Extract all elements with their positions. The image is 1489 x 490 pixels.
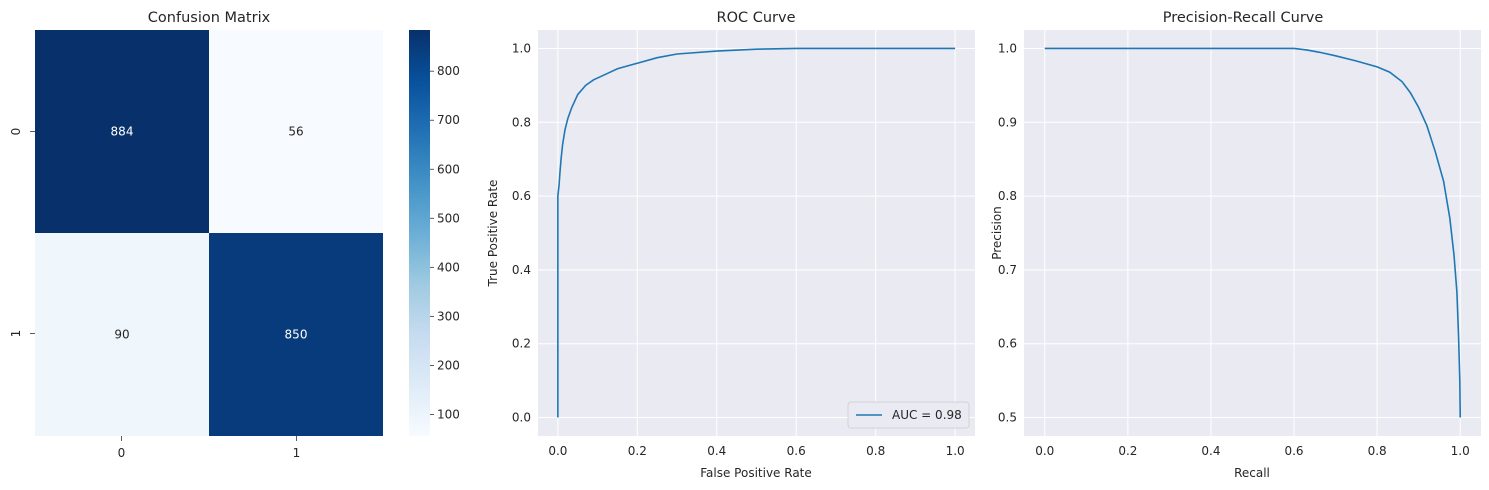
pr-y-tick-0: 0.5 [998,411,1017,425]
heatmap-cell-label-0-1: 56 [288,125,303,139]
pr-x-axis-label: Recall [1234,466,1270,480]
pr-panel: Precision-Recall Curve 0.0 0.2 0.4 0.6 0.8 1.… [990,10,1481,480]
roc-y-tick-2: 0.4 [512,263,531,277]
heatmap-cell-label-0-0: 884 [111,125,134,139]
pr-plot-area [1024,30,1481,436]
roc-grid [538,30,975,436]
colorbar-tick-label-5: 600 [437,162,460,176]
pr-x-tick-0: 0.0 [1035,444,1054,458]
pr-y-tick-2: 0.7 [998,263,1017,277]
roc-y-tick-4: 0.8 [512,115,531,129]
confusion-matrix-panel: Confusion Matrix 884 56 90 850 0 1 0 1 100 2… [9,10,460,460]
roc-y-axis-label: True Positive Rate [486,180,500,288]
roc-title: ROC Curve [717,10,796,26]
heatmap-y-tick-1: 1 [9,330,23,338]
roc-x-tick-5: 1.0 [946,444,965,458]
heatmap-x-tick-0: 0 [118,446,126,460]
colorbar-tick-label-4: 500 [437,211,460,225]
roc-x-axis-label: False Positive Rate [700,466,812,480]
roc-legend: AUC = 0.98 [847,401,970,429]
roc-x-tick-2: 0.4 [707,444,726,458]
heatmap-cell-0-1 [209,30,383,233]
colorbar-tick-label-2: 300 [437,309,460,323]
pr-y-tick-3: 0.8 [998,189,1017,203]
roc-x-tick-0: 0.0 [548,444,567,458]
roc-y-tick-3: 0.6 [512,189,531,203]
pr-x-tick-1: 0.2 [1118,444,1137,458]
colorbar-tick-label-1: 200 [437,358,460,372]
heatmap-cell-1-1 [209,233,383,436]
pr-y-axis-label: Precision [990,206,1004,260]
pr-y-tick-4: 0.9 [998,115,1017,129]
roc-plot-area [538,30,975,436]
roc-curve-line [557,47,956,418]
pr-ticks: 0.0 0.2 0.4 0.6 0.8 1.0 0.5 0.6 0.7 0.8 0.9 1.0 [998,41,1470,458]
colorbar [409,30,430,436]
pr-x-tick-3: 0.6 [1284,444,1303,458]
colorbar-tick-label-7: 800 [437,64,460,78]
colorbar-ticks: 100 200 300 400 500 600 700 800 [430,64,460,421]
heatmap-y-tick-0: 0 [9,128,23,136]
heatmap-cell-labels: 884 56 90 850 [111,125,308,342]
roc-legend-box [847,401,970,429]
pr-y-tick-5: 1.0 [998,41,1017,55]
pr-x-tick-5: 1.0 [1451,444,1470,458]
heatmap-cell-label-1-1: 850 [285,328,308,342]
heatmap-cell-1-0 [35,233,209,436]
roc-x-tick-1: 0.2 [628,444,647,458]
heatmap-cell-label-1-0: 90 [114,328,129,342]
pr-title: Precision-Recall Curve [1163,10,1324,26]
colorbar-tick-label-0: 100 [437,407,460,421]
pr-x-tick-2: 0.4 [1201,444,1220,458]
roc-y-tick-0: 0.0 [512,411,531,425]
roc-x-tick-4: 0.8 [866,444,885,458]
pr-y-tick-1: 0.6 [998,337,1017,351]
heatmap-cells [35,30,383,436]
roc-legend-label: AUC = 0.98 [892,408,962,422]
roc-y-tick-1: 0.2 [512,337,531,351]
pr-x-tick-4: 0.8 [1368,444,1387,458]
colorbar-tick-label-3: 400 [437,260,460,274]
roc-x-tick-3: 0.6 [787,444,806,458]
roc-ticks: 0.0 0.2 0.4 0.6 0.8 1.0 0.0 0.2 0.4 0.6 0.8 1.0 [512,41,965,458]
roc-panel: ROC Curve 0.0 0.2 0.4 0.6 0.8 1.0 0.0 0.2 0.4 0.6… [486,10,975,480]
heatmap-cell-0-0 [35,30,209,233]
heatmap-x-tick-1: 1 [293,446,301,460]
roc-y-tick-5: 1.0 [512,41,531,55]
confusion-matrix-title: Confusion Matrix [148,10,271,26]
colorbar-tick-label-6: 700 [437,113,460,127]
pr-curve-line [1044,47,1462,418]
